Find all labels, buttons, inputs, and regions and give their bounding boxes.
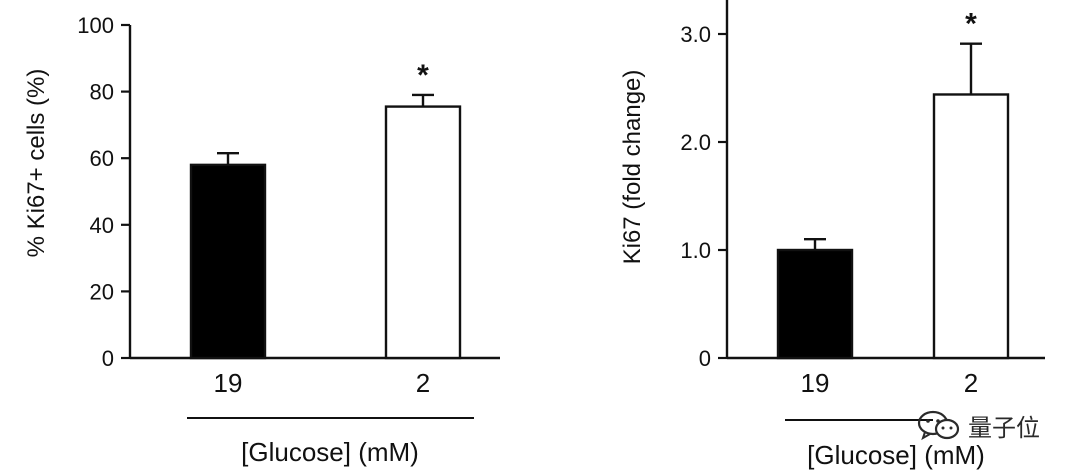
y-axis-title: Ki67 (fold change) — [619, 70, 646, 265]
y-axis-title: % Ki67+ cells (%) — [23, 69, 50, 258]
y-tick-label: 1.0 — [680, 238, 711, 263]
y-tick-label: 20 — [90, 279, 114, 304]
y-tick-label: 2.0 — [680, 130, 711, 155]
bar-19 — [776, 248, 854, 360]
y-tick-label: 100 — [77, 13, 114, 38]
chart-ki67-fold-change: Ki67 (fold change) [Glucose] (mM) 0 1.0 2.… — [619, 0, 1045, 470]
y-tick-label: 0 — [102, 346, 114, 371]
x-axis-title: [Glucose] (mM) — [241, 437, 419, 467]
y-tick-label: 40 — [90, 213, 114, 238]
y-tick-label: 80 — [90, 80, 114, 105]
category-label: 2 — [416, 368, 430, 398]
x-axis-title: [Glucose] (mM) — [807, 440, 985, 470]
bar-2 — [384, 105, 462, 360]
significance-marker: * — [417, 59, 429, 92]
significance-marker: * — [965, 8, 977, 41]
bar-19 — [189, 163, 267, 360]
y-tick-label: 0 — [699, 346, 711, 371]
category-label: 19 — [214, 368, 243, 398]
watermark: 量子位 — [916, 408, 1040, 443]
category-label: 2 — [964, 368, 978, 398]
y-tick-label: 60 — [90, 146, 114, 171]
y-tick-label: 3.0 — [680, 22, 711, 47]
category-label: 19 — [801, 368, 830, 398]
bar-2 — [932, 93, 1010, 360]
chart-ki67-percent: % Ki67+ cells (%) [Glucose] (mM) 0 20 40 60… — [23, 13, 500, 467]
wechat-icon — [917, 410, 960, 440]
watermark-text: 量子位 — [968, 414, 1040, 442]
